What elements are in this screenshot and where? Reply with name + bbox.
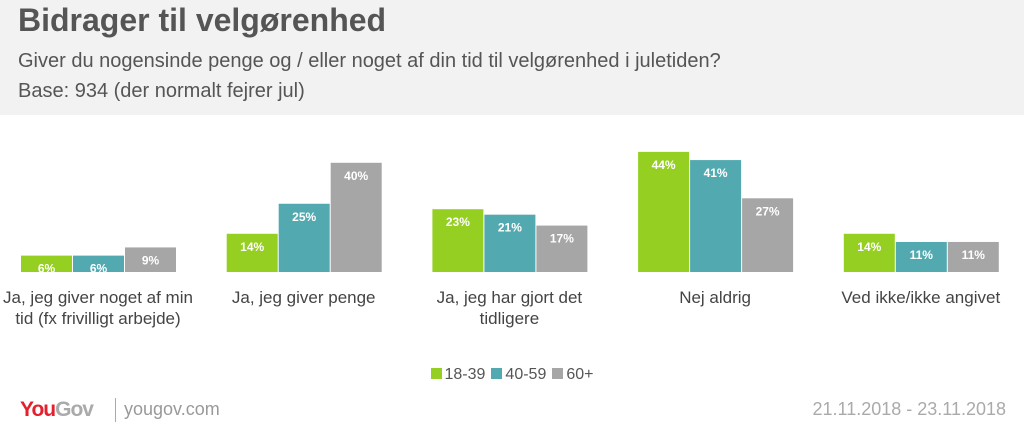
- category-label: Ja, jeg giver noget af min tid (fx frivi…: [3, 288, 193, 328]
- bar: [330, 162, 382, 272]
- bar: [432, 209, 484, 272]
- bar: [742, 198, 794, 272]
- data-label: 6%: [90, 262, 108, 276]
- data-label: 40%: [344, 169, 368, 183]
- divider: [115, 398, 116, 422]
- category-label: Nej aldrig: [679, 288, 751, 307]
- chart-title: Bidrager til velgørenhed: [18, 2, 387, 38]
- data-label: 41%: [704, 166, 728, 180]
- bar: [843, 233, 895, 272]
- data-label: 9%: [142, 253, 160, 267]
- legend: 18-39 40-59 60+: [0, 366, 1024, 384]
- category-label: Ja, jeg giver penge: [231, 288, 376, 307]
- base-note: Base: 934 (der normalt fejrer jul): [18, 80, 305, 102]
- bar: [484, 214, 536, 272]
- bar: [638, 151, 690, 272]
- legend-item: 18-39: [430, 366, 486, 384]
- legend-swatch: [430, 368, 442, 379]
- data-label: 11%: [962, 248, 986, 262]
- bar: [278, 203, 330, 272]
- chart-subtitle: Giver du nogensinde penge og / eller nog…: [18, 50, 721, 72]
- legend-item: 40-59: [491, 366, 546, 384]
- data-label: 25%: [292, 210, 316, 224]
- bar: [536, 225, 588, 272]
- yougov-logo: YouGov: [20, 398, 94, 421]
- category-label: Ved ikke/ikke angivet: [841, 288, 1001, 307]
- data-label: 27%: [756, 204, 780, 218]
- date-range: 21.11.2018 - 23.11.2018: [812, 399, 1007, 419]
- bar: [21, 255, 72, 272]
- data-label: 14%: [857, 240, 881, 254]
- bar: [690, 160, 742, 272]
- category-label: Ja, jeg har gjort det tidligere: [436, 288, 583, 328]
- legend-swatch: [552, 368, 564, 379]
- legend-label: 40-59: [505, 366, 547, 383]
- bar: [125, 247, 176, 272]
- data-label: 6%: [38, 262, 56, 276]
- legend-label: 18-39: [444, 366, 486, 383]
- legend-label: 60+: [566, 366, 594, 383]
- data-label: 44%: [652, 158, 676, 172]
- site-link[interactable]: yougov.com: [124, 399, 220, 419]
- data-label: 23%: [446, 215, 470, 229]
- header: Bidrager til velgørenhed Giver du nogens…: [0, 0, 1024, 115]
- legend-swatch: [491, 368, 503, 379]
- data-label: 17%: [550, 232, 574, 246]
- legend-item: 60+: [552, 366, 593, 384]
- data-label: 21%: [498, 221, 522, 235]
- bar: [895, 241, 947, 272]
- bar: [226, 233, 278, 272]
- data-label: 11%: [910, 248, 934, 262]
- bar: [73, 255, 124, 272]
- data-label: 14%: [240, 240, 264, 254]
- bar: [947, 241, 999, 272]
- bar-chart: 6% 6% 9% 14% 25% 40% 23% 21% 17% 44% 41% 27% 14% 11% 1…: [21, 151, 999, 276]
